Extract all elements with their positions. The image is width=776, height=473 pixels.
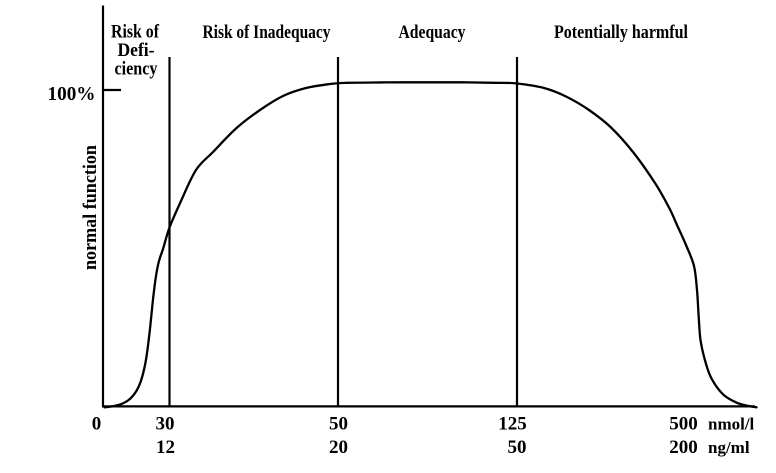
svg-text:Defi-: Defi- — [118, 40, 155, 61]
svg-text:Adequacy: Adequacy — [399, 22, 466, 43]
svg-text:Potentially harmful: Potentially harmful — [554, 22, 688, 43]
svg-text:normal function: normal function — [80, 145, 101, 270]
svg-text:500: 500 — [669, 414, 698, 435]
svg-text:50: 50 — [329, 414, 348, 435]
svg-text:20: 20 — [329, 437, 348, 458]
svg-text:0: 0 — [92, 414, 102, 435]
svg-text:ng/ml: ng/ml — [708, 438, 750, 457]
svg-text:nmol/l: nmol/l — [708, 415, 755, 434]
svg-text:125: 125 — [498, 414, 527, 435]
svg-text:200: 200 — [669, 437, 698, 458]
svg-text:ciency: ciency — [115, 59, 158, 80]
svg-text:12: 12 — [156, 437, 175, 458]
svg-text:30: 30 — [156, 414, 175, 435]
svg-text:Risk of Inadequacy: Risk of Inadequacy — [203, 22, 331, 43]
svg-text:50: 50 — [508, 437, 527, 458]
svg-text:100%: 100% — [48, 83, 96, 105]
svg-text:Risk of: Risk of — [111, 22, 160, 43]
